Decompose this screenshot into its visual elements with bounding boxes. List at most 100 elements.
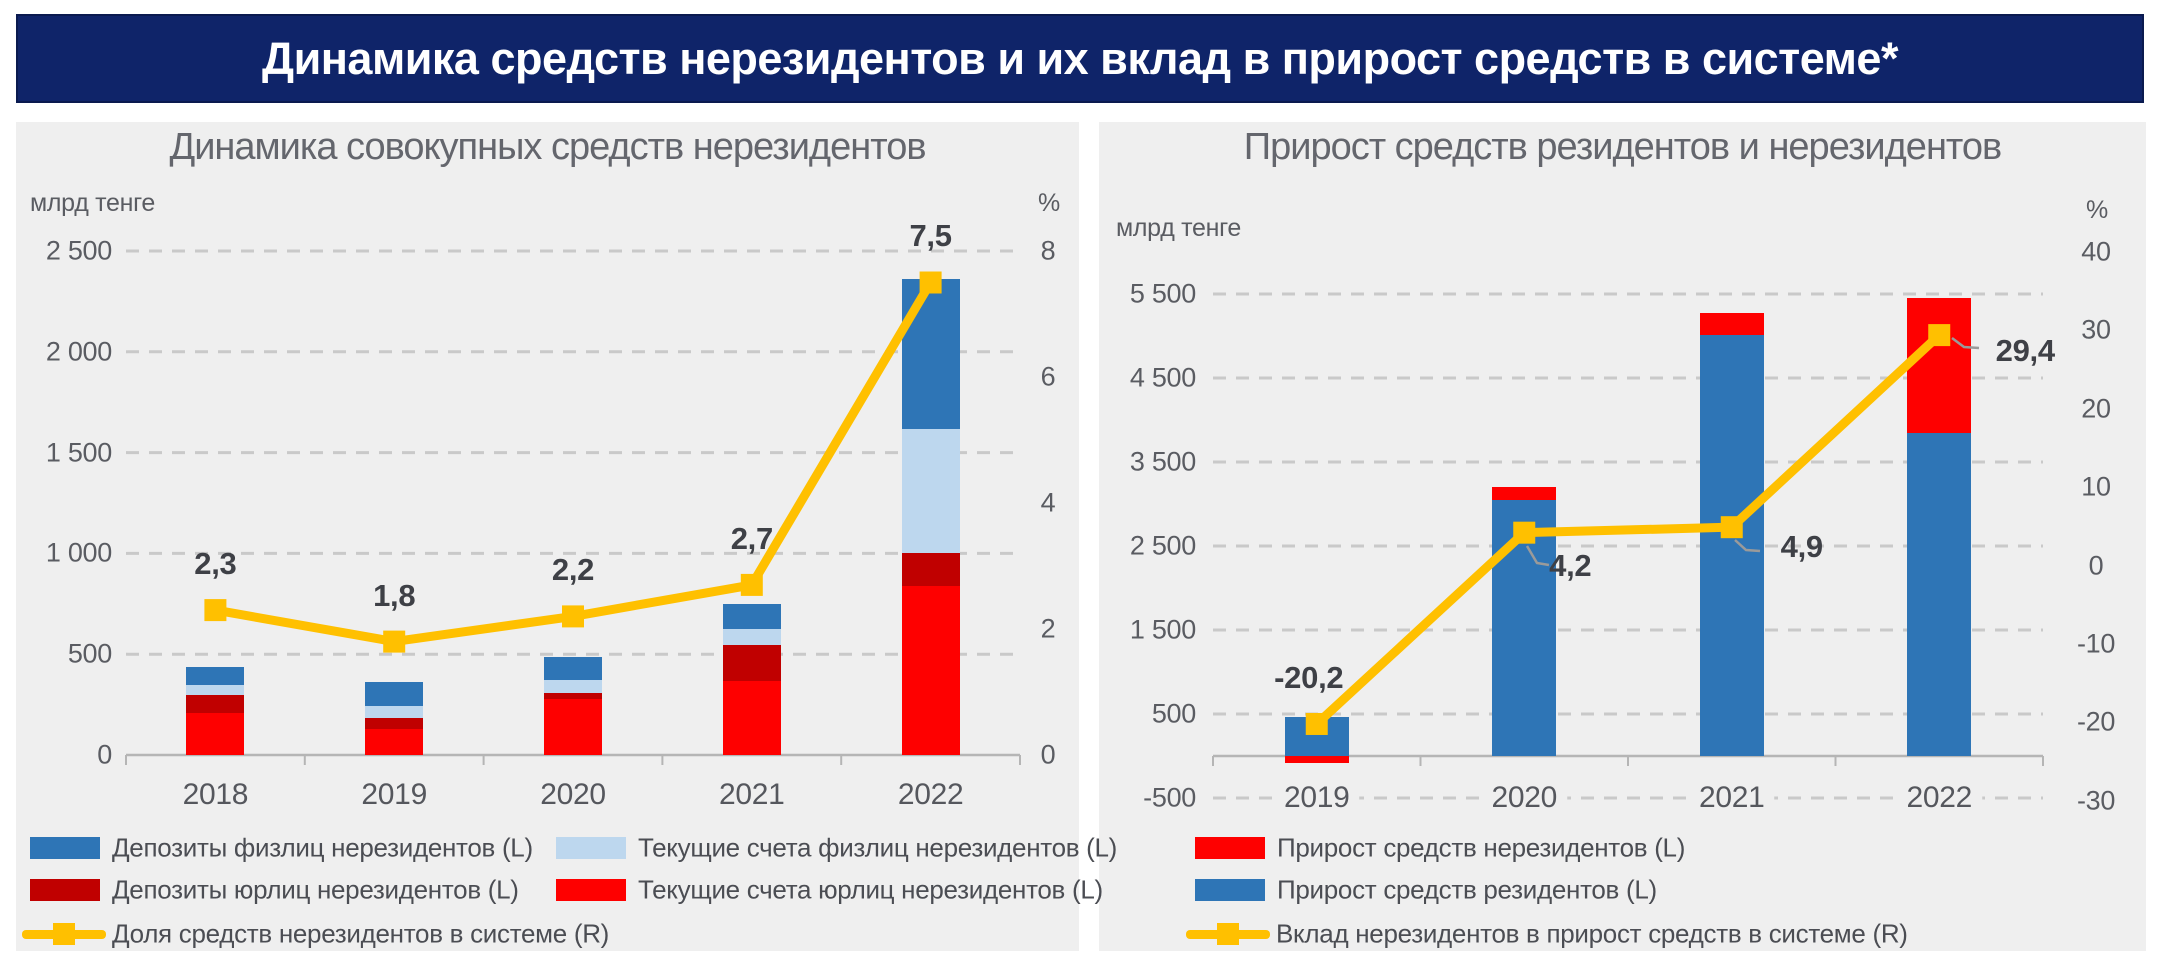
bar-2018-deposits-individuals	[186, 667, 245, 686]
right-chart-left-axis-tick: 2 500	[1129, 530, 1196, 561]
legend-label: Вклад нерезидентов в прирост средств в с…	[1276, 918, 1908, 949]
bar-2019-current-accounts-corporate	[365, 728, 424, 755]
bar-2021-current-accounts-corporate	[722, 681, 781, 755]
right-chart-left-axis-tick: 3 500	[1129, 446, 1196, 477]
x-axis-label-2022: 2022	[1896, 781, 1983, 815]
line-marker-2019	[383, 630, 406, 653]
right-chart-right-axis-tick: 10	[2081, 471, 2111, 502]
line-marker-2019	[1305, 712, 1328, 735]
legend-swatch	[556, 879, 626, 901]
bar-2022-current-accounts-corporate	[901, 585, 960, 755]
right-chart-right-axis-unit: %	[2086, 196, 2108, 224]
bar-2019-current-accounts-individuals	[365, 705, 424, 718]
x-axis-label-2022: 2022	[897, 778, 964, 811]
x-axis-label-2021: 2021	[719, 778, 785, 811]
bar-2022-current-accounts-individuals	[901, 429, 960, 554]
legend-swatch	[30, 879, 100, 901]
x-axis-label-2019: 2019	[361, 778, 427, 811]
line-marker-2021	[740, 573, 763, 596]
bar-2018-deposits-corporate	[186, 694, 245, 713]
bar-2021-deposits-corporate	[722, 645, 781, 682]
left-chart-right-axis-tick: 8	[1040, 235, 1056, 266]
right-chart-left-axis-tick: 5 500	[1129, 278, 1196, 309]
right-chart-left-axis-tick: 500	[1151, 698, 1196, 729]
bar-2021-nonresidents-growth	[1699, 313, 1764, 336]
left-chart-left-axis-tick: 1 500	[45, 437, 112, 468]
line-marker-2020	[562, 605, 584, 628]
left-chart-left-axis-tick: 2 000	[45, 336, 112, 367]
left-chart-title: Динамика совокупных средств нерезидентов	[169, 126, 926, 168]
line-value-label-2022: 29,4	[1995, 333, 2055, 369]
line-marker-2022	[919, 271, 942, 294]
bar-2019-deposits-individuals	[365, 682, 424, 706]
legend-label: Депозиты юрлиц нерезидентов (L)	[112, 874, 519, 905]
bar-2022-deposits-individuals	[901, 279, 960, 430]
bar-2021-current-accounts-individuals	[722, 629, 781, 646]
line-value-label-2019: -20,2	[1274, 659, 1344, 695]
right-chart-right-axis-tick: 20	[2081, 393, 2111, 424]
right-chart-left-axis-tick: 4 500	[1129, 362, 1196, 393]
left-chart-left-axis-tick: 0	[97, 739, 112, 770]
bar-2021-residents-growth	[1699, 335, 1764, 756]
line-marker-2022	[1928, 324, 1951, 347]
page-header: Динамика средств нерезидентов и их вклад…	[16, 14, 2144, 103]
legend-swatch	[1195, 837, 1265, 859]
page-title: Динамика средств нерезидентов и их вклад…	[262, 32, 1898, 84]
bar-2020-deposits-corporate	[544, 692, 602, 699]
line-marker-2021	[1720, 516, 1743, 539]
line-value-label-2018: 2,3	[194, 546, 237, 582]
bar-2020-nonresidents-growth	[1492, 487, 1557, 500]
legend-line-marker	[53, 923, 75, 945]
legend-line-marker	[1217, 923, 1239, 945]
left-chart-right-axis-tick: 0	[1040, 739, 1056, 770]
legend-label: Текущие счета физлиц нерезидентов (L)	[638, 832, 1118, 863]
line-marker-2020	[1513, 521, 1536, 544]
line-value-label-2020: 2,2	[551, 552, 595, 588]
right-chart-right-axis-tick: 0	[2088, 550, 2104, 581]
x-axis-label-2021: 2021	[1688, 781, 1775, 815]
right-chart-right-axis-tick: 40	[2081, 236, 2111, 267]
right-chart-right-axis-tick: -30	[2076, 785, 2116, 816]
line-value-label-2021: 2,7	[730, 520, 774, 556]
line-value-label-2021: 4,9	[1780, 529, 1824, 565]
legend-label: Прирост средств резидентов (L)	[1277, 874, 1657, 905]
x-axis-label-2020: 2020	[1481, 781, 1568, 815]
bar-2020-deposits-individuals	[544, 657, 602, 681]
left-chart-right-axis-tick: 4	[1040, 487, 1056, 518]
right-chart-right-axis-tick: -10	[2076, 628, 2116, 659]
legend-swatch	[30, 837, 100, 859]
right-chart-title: Прирост средств резидентов и нерезиденто…	[1243, 126, 2002, 168]
bar-2020-current-accounts-individuals	[544, 680, 602, 693]
left-chart-left-axis-unit: млрд тенге	[30, 189, 155, 217]
left-chart-left-axis-tick: 500	[67, 638, 112, 669]
left-chart-left-axis-tick: 2 500	[45, 235, 112, 266]
legend-swatch	[1195, 879, 1265, 901]
right-chart-left-axis-unit: млрд тенге	[1116, 214, 1241, 242]
legend-label: Депозиты физлиц нерезидентов (L)	[112, 832, 533, 863]
line-value-label-2020: 4,2	[1549, 547, 1592, 583]
right-chart-left-axis-tick: 1 500	[1129, 614, 1196, 645]
right-chart-right-axis-tick: 30	[2081, 314, 2111, 345]
bar-2022-residents-growth	[1907, 433, 1972, 756]
right-chart-left-axis-tick: -500	[1143, 782, 1196, 813]
bar-2018-current-accounts-individuals	[186, 685, 245, 695]
bar-2019-deposits-corporate	[365, 717, 424, 729]
left-chart-right-axis-tick: 2	[1040, 613, 1056, 644]
left-chart-right-axis-tick: 6	[1040, 361, 1056, 392]
legend-label: Текущие счета юрлиц нерезидентов (L)	[638, 874, 1103, 905]
line-marker-2018	[204, 599, 227, 622]
bar-2022-deposits-corporate	[901, 553, 960, 586]
line-value-label-2019: 1,8	[373, 577, 416, 613]
line-value-label-2022: 7,5	[909, 217, 952, 253]
legend-label: Прирост средств нерезидентов (L)	[1277, 832, 1686, 863]
bar-2019-nonresidents-growth	[1284, 756, 1349, 763]
x-axis-label-2019: 2019	[1273, 781, 1360, 815]
legend-label: Доля средств нерезидентов в системе (R)	[112, 918, 610, 949]
bar-2022-nonresidents-growth	[1907, 298, 1972, 433]
bar-2021-deposits-individuals	[722, 603, 781, 629]
bar-2018-current-accounts-corporate	[186, 712, 245, 755]
